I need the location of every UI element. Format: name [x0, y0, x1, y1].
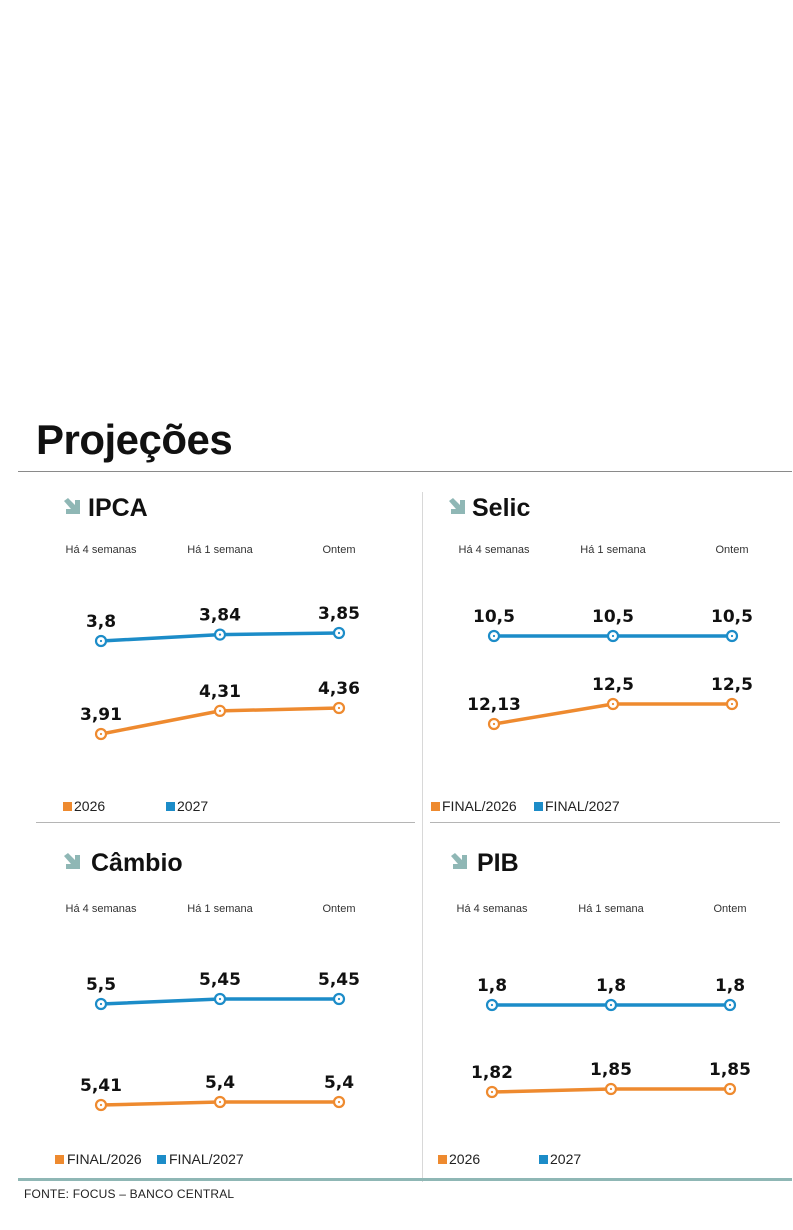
- data-label: 4,31: [199, 682, 241, 702]
- data-point-center: [337, 1100, 341, 1104]
- source-note: FONTE: FOCUS – BANCO CENTRAL: [24, 1187, 235, 1201]
- column-header: Ontem: [322, 903, 355, 915]
- top-divider: [18, 471, 792, 472]
- arrow-down-right-icon: [449, 498, 465, 514]
- legend-label: 2026: [449, 1151, 480, 1167]
- chart-panel-ipca: IPCA Há 4 semanas Há 1 semana Ontem 3,8 3,84 3…: [63, 494, 360, 814]
- legend-label: 2027: [550, 1151, 581, 1167]
- data-point-center: [218, 1100, 222, 1104]
- legend-swatch: [431, 802, 440, 811]
- data-label: 5,45: [318, 970, 360, 990]
- legend-swatch: [539, 1155, 548, 1164]
- legend-swatch: [55, 1155, 64, 1164]
- data-point-center: [99, 639, 103, 643]
- page-title: Projeções: [36, 416, 233, 463]
- chart-title: Câmbio: [91, 849, 183, 877]
- data-label: 3,91: [80, 705, 122, 725]
- data-label: 12,13: [467, 695, 521, 715]
- data-label: 5,4: [324, 1073, 354, 1093]
- data-point-center: [218, 633, 222, 636]
- data-label: 12,5: [711, 675, 753, 695]
- data-point-center: [99, 1103, 103, 1107]
- chart-title: Selic: [472, 494, 530, 522]
- data-label: 10,5: [711, 607, 753, 627]
- data-point-center: [492, 634, 496, 638]
- legend-swatch: [438, 1155, 447, 1164]
- data-point-center: [609, 1087, 613, 1091]
- data-point-center: [611, 702, 615, 706]
- data-point-center: [611, 634, 615, 638]
- legend-swatch: [166, 802, 175, 811]
- legend-label: 2027: [177, 798, 208, 814]
- data-point-center: [490, 1090, 494, 1094]
- arrow-down-right-icon: [451, 853, 467, 869]
- data-label: 5,5: [86, 975, 116, 995]
- middle-divider-right: [430, 822, 780, 823]
- chart-panel-selic: Selic Há 4 semanas Há 1 semana Ontem 10,5 10,…: [431, 494, 753, 814]
- data-label: 3,85: [318, 604, 360, 624]
- legend-label: FINAL/2026: [442, 798, 517, 814]
- data-label: 1,82: [471, 1063, 513, 1083]
- data-point-center: [99, 732, 103, 736]
- column-header: Há 1 semana: [580, 544, 646, 556]
- data-label: 5,4: [205, 1073, 235, 1093]
- data-point-center: [730, 634, 734, 638]
- data-point-center: [728, 1003, 732, 1007]
- data-label: 4,36: [318, 679, 360, 699]
- column-header: Ontem: [322, 544, 355, 556]
- legend-label: FINAL/2027: [169, 1151, 244, 1167]
- data-label: 5,41: [80, 1076, 122, 1096]
- column-header: Há 4 semanas: [457, 903, 528, 915]
- column-header: Há 1 semana: [578, 903, 644, 915]
- data-point-center: [490, 1003, 494, 1007]
- legend-label: FINAL/2026: [67, 1151, 142, 1167]
- data-label: 10,5: [592, 607, 634, 627]
- data-label: 3,84: [199, 606, 241, 626]
- data-point-center: [337, 706, 341, 710]
- legend-label: FINAL/2027: [545, 798, 620, 814]
- column-header: Ontem: [713, 903, 746, 915]
- column-header: Há 1 semana: [187, 544, 253, 556]
- legend-swatch: [534, 802, 543, 811]
- data-label: 5,45: [199, 970, 241, 990]
- column-header: Ontem: [715, 544, 748, 556]
- data-label: 10,5: [473, 607, 515, 627]
- data-point-center: [609, 1003, 613, 1007]
- data-label: 1,8: [596, 976, 626, 996]
- middle-divider-left: [36, 822, 415, 823]
- column-header: Há 1 semana: [187, 903, 253, 915]
- data-label: 3,8: [86, 612, 116, 632]
- chart-title: PIB: [477, 849, 519, 877]
- data-point-center: [337, 631, 341, 635]
- bottom-divider: [18, 1178, 792, 1181]
- data-label: 1,85: [590, 1060, 632, 1080]
- data-point-center: [337, 997, 341, 1001]
- data-label: 1,8: [715, 976, 745, 996]
- data-point-center: [218, 997, 222, 1001]
- data-label: 12,5: [592, 675, 634, 695]
- arrow-down-right-icon: [64, 853, 80, 869]
- data-label: 1,85: [709, 1060, 751, 1080]
- data-point-center: [218, 709, 222, 712]
- column-header: Há 4 semanas: [66, 544, 137, 556]
- legend-swatch: [157, 1155, 166, 1164]
- data-point-center: [728, 1087, 732, 1091]
- data-label: 1,8: [477, 976, 507, 996]
- data-point-center: [99, 1002, 103, 1006]
- data-point-center: [730, 702, 734, 706]
- arrow-down-right-icon: [64, 498, 80, 514]
- data-point-center: [492, 722, 496, 726]
- vertical-divider: [422, 492, 423, 1182]
- legend-label: 2026: [74, 798, 105, 814]
- chart-panel-cmbio: Câmbio Há 4 semanas Há 1 semana Ontem 5,5 5,4…: [55, 849, 360, 1167]
- legend-swatch: [63, 802, 72, 811]
- column-header: Há 4 semanas: [459, 544, 530, 556]
- chart-panel-pib: PIB Há 4 semanas Há 1 semana Ontem 1,8 1,8 1,8…: [438, 849, 751, 1167]
- column-header: Há 4 semanas: [66, 903, 137, 915]
- chart-title: IPCA: [88, 494, 148, 522]
